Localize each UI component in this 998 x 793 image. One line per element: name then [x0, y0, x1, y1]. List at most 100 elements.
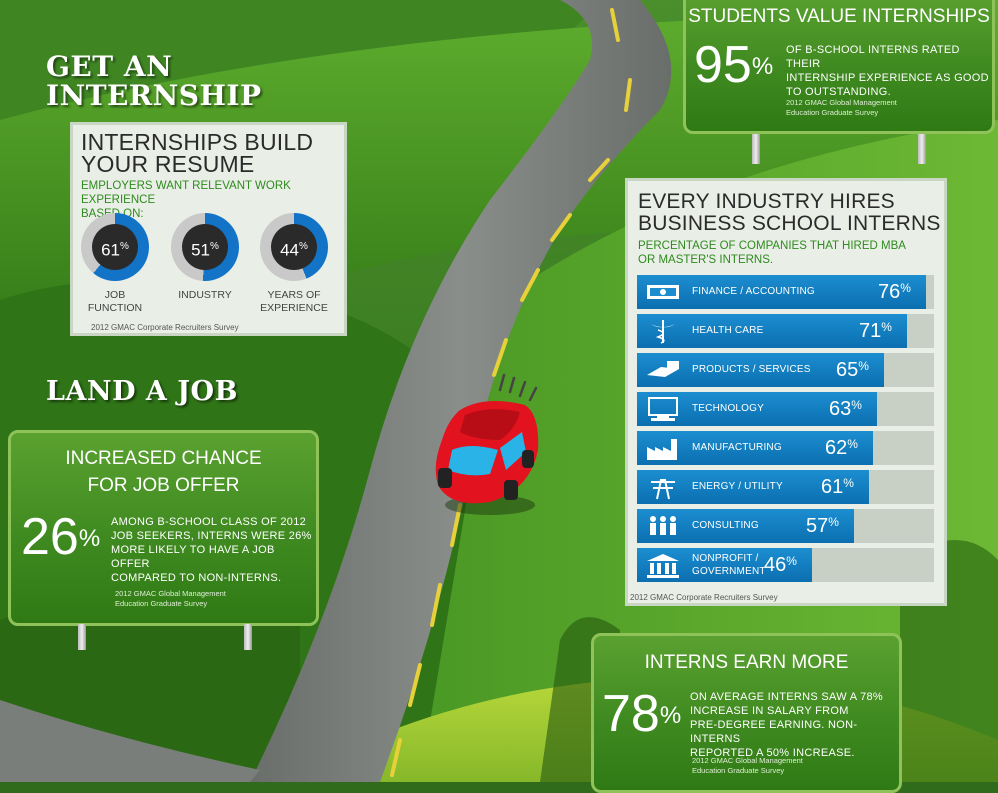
percent-sign: %: [210, 241, 219, 252]
title-line: INCREASED CHANCE: [65, 448, 262, 469]
bar-value-text: 65: [836, 359, 859, 381]
power-tower-icon: [651, 479, 675, 500]
donut-value-text: 51: [191, 240, 210, 260]
donut-label: JOB FUNCTION: [70, 289, 160, 315]
bar-value-text: 57: [806, 515, 829, 537]
donut-label: INDUSTRY: [160, 289, 250, 302]
job-offer-text: AMONG B-SCHOOL CLASS OF 2012 JOB SEEKERS…: [111, 515, 316, 585]
percent-sign: %: [843, 476, 854, 490]
text-line: INCREASE IN SALARY FROM: [690, 705, 849, 717]
number-text: 95: [694, 36, 752, 94]
text-line: JOB SEEKERS, INTERNS WERE 26%: [111, 530, 312, 542]
donut-value-text: 44: [280, 240, 299, 260]
percent-sign: %: [751, 53, 774, 80]
bar-value-text: 62: [825, 437, 848, 459]
earn-more-source: 2012 GMAC Global Management Education Gr…: [692, 756, 803, 776]
donut-label-line: FUNCTION: [87, 302, 143, 314]
people-icon: [650, 516, 676, 535]
computer-icon: [648, 397, 678, 421]
government-building-icon: [647, 554, 679, 578]
source-line: 2012 GMAC Global Management: [692, 756, 803, 765]
factory-icon: [647, 439, 677, 460]
donut-value: 51%: [182, 224, 228, 270]
percent-sign: %: [78, 525, 101, 552]
earn-more-title: INTERNS EARN MORE: [644, 652, 849, 673]
bar-value-text: 63: [829, 398, 852, 420]
text-line: TO OUTSTANDING.: [786, 86, 891, 98]
industry-source: 2012 GMAC Corporate Recruiters Survey: [630, 593, 778, 602]
students-value-number: 95%: [694, 39, 773, 91]
source-line: Education Graduate Survey: [115, 599, 208, 608]
bar-value-text: 61: [821, 476, 844, 498]
bar-value-label: 65%: [836, 353, 869, 387]
title-line: BUSINESS SCHOOL INTERNS: [638, 212, 941, 235]
donut-value-text: 61: [101, 240, 120, 260]
title-line: INTERNSHIPS BUILD: [81, 129, 314, 155]
source-line: Education Graduate Survey: [786, 108, 879, 117]
bar-category-label: ENERGY / UTILITY: [692, 481, 783, 492]
bar-value-label: 61%: [821, 470, 854, 504]
bar-value-label: 76%: [878, 275, 911, 309]
text-line: MORE LIKELY TO HAVE A JOB OFFER: [111, 544, 275, 570]
bar: HEALTH CARE 71%: [637, 314, 907, 348]
title-line: YOUR RESUME: [81, 151, 255, 177]
donut-chart: 61%: [81, 213, 149, 281]
title-line: FOR JOB OFFER: [87, 475, 240, 496]
sign-post: [752, 134, 760, 164]
text-line: REPORTED A 50% INCREASE.: [690, 747, 855, 759]
bar-track: TECHNOLOGY 63%: [637, 392, 934, 426]
source-line: 2012 GMAC Global Management: [786, 98, 897, 107]
text-line: INTERNSHIP EXPERIENCE AS GOOD: [786, 72, 989, 84]
boxes-icon: [647, 361, 679, 377]
bar: PRODUCTS / SERVICES 65%: [637, 353, 884, 387]
students-value-title: STUDENTS VALUE INTERNSHIPS: [688, 6, 990, 27]
bar-value-text: 46: [764, 554, 787, 576]
bar-value-label: 63%: [829, 392, 862, 426]
resume-panel-title: INTERNSHIPS BUILD YOUR RESUME: [81, 129, 314, 177]
donut-label: YEARS OF EXPERIENCE: [249, 289, 339, 315]
bar: MANUFACTURING 62%: [637, 431, 873, 465]
source-line: 2012 GMAC Global Management: [115, 589, 226, 598]
bar-category-label: PRODUCTS / SERVICES: [692, 364, 811, 375]
source-line: Education Graduate Survey: [692, 766, 785, 775]
bar: FINANCE / ACCOUNTING 76%: [637, 275, 926, 309]
percent-sign: %: [858, 359, 869, 373]
donut-label-line: INDUSTRY: [178, 289, 232, 301]
bar-value-label: 46%: [764, 548, 797, 582]
donut-label-line: YEARS OF: [267, 289, 321, 301]
red-car-illustration: [435, 373, 539, 515]
text-line: PRE-DEGREE EARNING. NON-INTERNS: [690, 719, 858, 745]
bar-track: ENERGY / UTILITY 61%: [637, 470, 934, 504]
percent-sign: %: [659, 702, 682, 729]
donut-value: 44%: [271, 224, 317, 270]
earn-more-sign: INTERNS EARN MORE 78% ON AVERAGE INTERNS…: [591, 633, 902, 793]
sign-post: [78, 624, 86, 650]
job-offer-number: 26%: [21, 511, 100, 563]
bar-value-label: 71%: [859, 314, 892, 348]
bar: ENERGY / UTILITY 61%: [637, 470, 869, 504]
bar-value-text: 76: [878, 281, 901, 303]
students-value-source: 2012 GMAC Global Management Education Gr…: [786, 98, 897, 118]
bar-track: MANUFACTURING 62%: [637, 431, 934, 465]
job-offer-title: INCREASED CHANCE FOR JOB OFFER: [11, 445, 316, 499]
percent-sign: %: [847, 437, 858, 451]
subtitle-line: EMPLOYERS WANT RELEVANT WORK EXPERIENCE: [81, 180, 291, 206]
resume-panel: INTERNSHIPS BUILD YOUR RESUME EMPLOYERS …: [70, 122, 347, 336]
subtitle-line: PERCENTAGE OF COMPANIES THAT HIRED MBA: [638, 240, 906, 252]
sign-post: [244, 624, 252, 650]
bar-track: FINANCE / ACCOUNTING 76%: [637, 275, 934, 309]
bar: CONSULTING 57%: [637, 509, 854, 543]
job-offer-source: 2012 GMAC Global Management Education Gr…: [115, 589, 226, 609]
bar-category-label: TECHNOLOGY: [692, 403, 765, 414]
bar-track: HEALTH CARE 71%: [637, 314, 934, 348]
bar-value-label: 57%: [806, 509, 839, 543]
earn-more-text: ON AVERAGE INTERNS SAW A 78% INCREASE IN…: [690, 690, 899, 760]
donut-chart: 51%: [171, 213, 239, 281]
industry-panel-title: EVERY INDUSTRY HIRES BUSINESS SCHOOL INT…: [638, 191, 941, 235]
bar-value-text: 71: [859, 320, 882, 342]
earn-more-number: 78%: [602, 688, 681, 740]
percent-sign: %: [881, 320, 892, 334]
heading-line: GET AN: [46, 50, 173, 83]
text-line: OF B-SCHOOL INTERNS RATED THEIR: [786, 44, 960, 70]
donut-chart: 44%: [260, 213, 328, 281]
